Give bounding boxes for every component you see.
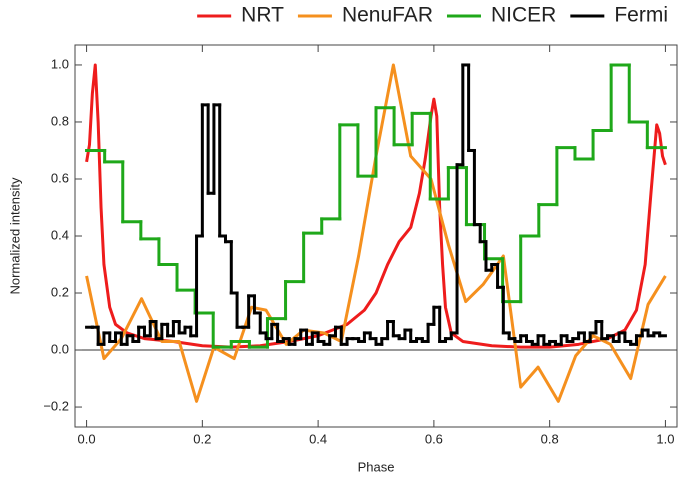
y-tick-label: 0.4 (51, 227, 69, 242)
y-tick-label: −0.2 (43, 398, 69, 413)
x-tick-label: 1.0 (656, 431, 674, 446)
x-axis-label: Phase (358, 459, 395, 474)
legend-label: NRT (241, 4, 284, 27)
y-tick-label: 0.0 (51, 341, 69, 356)
series-line (85, 63, 667, 349)
legend-label: Fermi (614, 4, 668, 27)
y-tick-label: 0.8 (51, 113, 69, 128)
x-tick-label: 0.8 (541, 431, 559, 446)
plot-frame (74, 44, 678, 428)
y-tick-label: 0.6 (51, 170, 69, 185)
y-tick-label: 1.0 (51, 56, 69, 71)
x-tick-label: 0.4 (309, 431, 327, 446)
x-tick-label: 0.0 (78, 431, 96, 446)
legend-label: NICER (491, 4, 556, 27)
x-tick-label: 0.6 (425, 431, 443, 446)
legend-label: NenuFAR (342, 4, 433, 27)
y-axis-label: Normalized intensity (7, 177, 22, 295)
y-tick-label: 0.2 (51, 284, 69, 299)
step-series (85, 63, 667, 346)
x-tick-label: 0.2 (193, 431, 211, 446)
step-series (85, 63, 667, 349)
